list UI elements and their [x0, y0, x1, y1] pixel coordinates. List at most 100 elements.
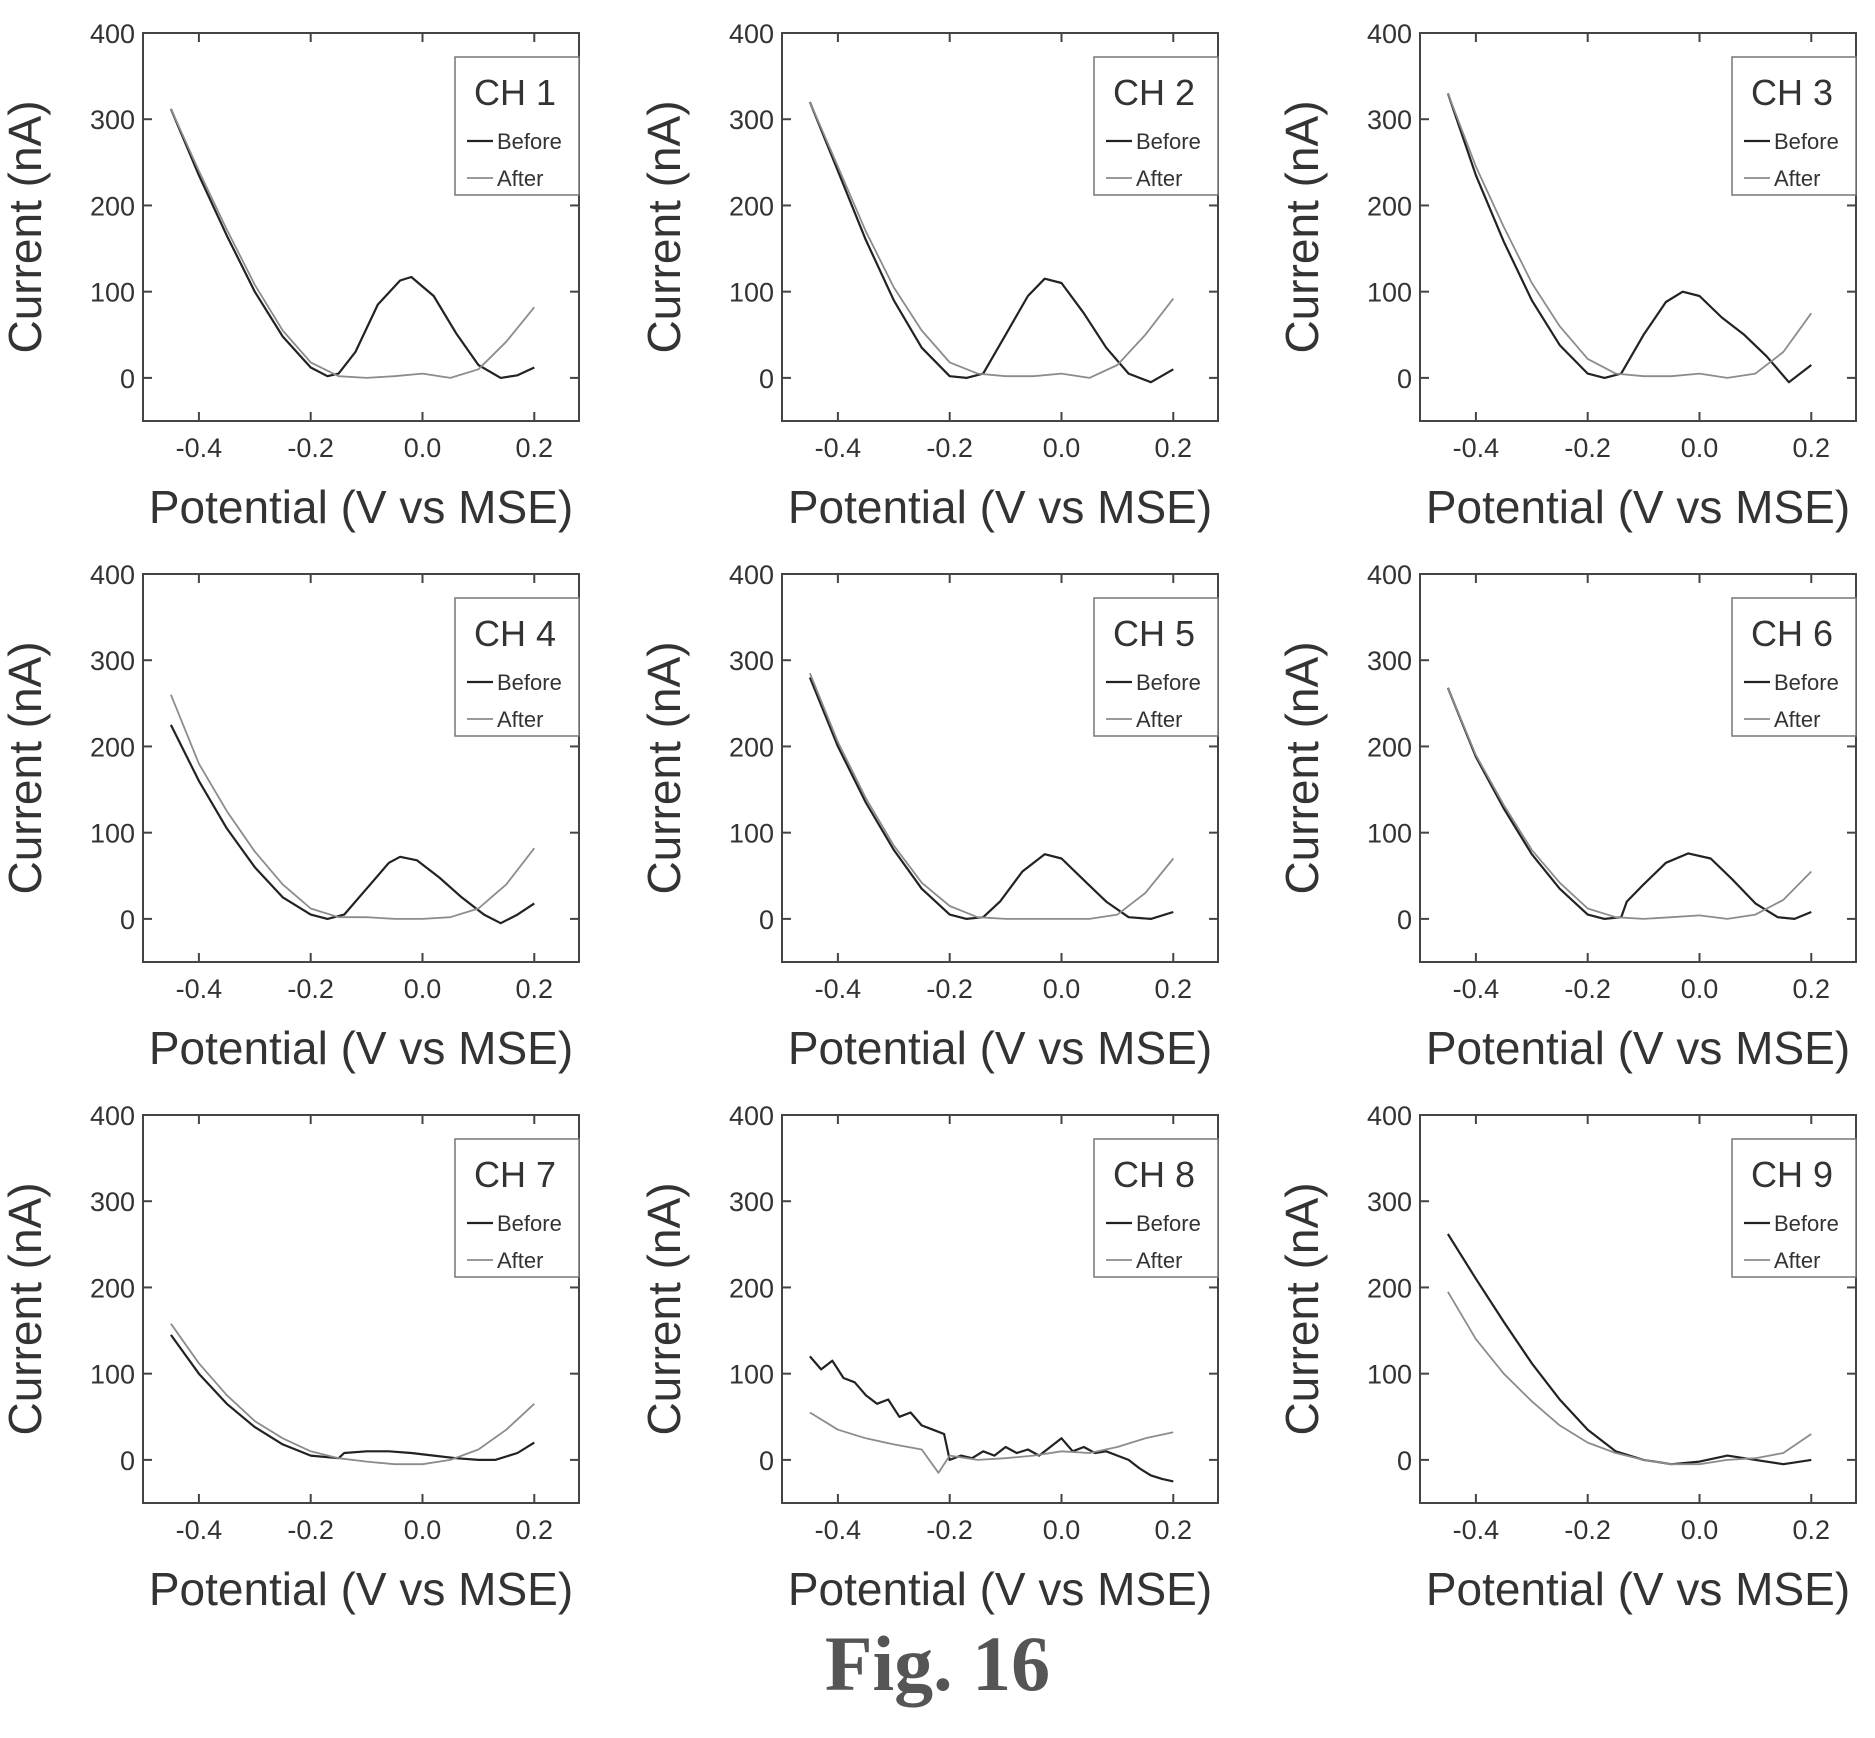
x-tick-label: 0.2 — [1155, 974, 1193, 1004]
y-tick-label: 100 — [1367, 1360, 1412, 1390]
y-tick-label: 400 — [729, 1101, 774, 1131]
series-line-after — [1447, 93, 1813, 379]
legend-title: CH 6 — [1751, 613, 1833, 654]
y-tick-label: 300 — [729, 1187, 774, 1217]
plot-frame — [142, 32, 580, 422]
x-tick-label: -0.4 — [176, 433, 223, 463]
legend-label-after: After — [497, 1248, 543, 1273]
chart-panel-9: 0 100 200 300 400 -0.4 -0.2 0.0 0.2 Potential (V … — [1276, 1101, 1857, 1615]
y-axis-label: Current (nA) — [0, 100, 51, 353]
chart-panel-3: 0 100 200 300 400 -0.4 -0.2 0.0 0.2 Potential (V … — [1276, 19, 1857, 533]
y-tick-label: 300 — [1367, 1187, 1412, 1217]
legend-label-after: After — [1136, 707, 1182, 732]
chart-panel-2: 0 100 200 300 400 -0.4 -0.2 0.0 0.2 Potential (V … — [638, 19, 1219, 533]
y-tick-label: 300 — [1367, 646, 1412, 676]
figure-caption: Fig. 16 — [824, 1620, 1051, 1707]
legend-label-after: After — [497, 707, 543, 732]
y-axis-label: Current (nA) — [638, 641, 690, 894]
plot-frame — [1419, 573, 1857, 963]
y-axis-label: Current (nA) — [0, 641, 51, 894]
legend-label-after: After — [1774, 1248, 1820, 1273]
legend-title: CH 2 — [1113, 72, 1195, 113]
y-tick-label: 400 — [1367, 1101, 1412, 1131]
chart-panel-4: 0 100 200 300 400 -0.4 -0.2 0.0 0.2 Potential (V … — [0, 560, 580, 1074]
series-line-before — [808, 677, 1174, 921]
series-line-before — [169, 108, 535, 379]
x-tick-label: -0.2 — [926, 1515, 973, 1545]
y-tick-label: 200 — [729, 191, 774, 221]
x-axis-label: Potential (V vs MSE) — [788, 1563, 1212, 1615]
y-axis-label: Current (nA) — [638, 1182, 690, 1435]
legend-label-before: Before — [1774, 670, 1839, 695]
x-tick-label: -0.4 — [1453, 433, 1500, 463]
legend-box — [1731, 1138, 1857, 1278]
legend-box — [1093, 597, 1219, 737]
plot-frame — [781, 32, 1219, 422]
series-line-before — [1446, 93, 1812, 384]
y-axis-label: Current (nA) — [1276, 100, 1328, 353]
series-line-after — [170, 694, 536, 920]
x-tick-label: -0.2 — [1564, 974, 1611, 1004]
series-line-before — [1446, 687, 1812, 921]
legend-box — [1731, 56, 1857, 196]
x-axis-label: Potential (V vs MSE) — [1426, 481, 1850, 533]
legend-label-before: Before — [1774, 129, 1839, 154]
x-tick-label: -0.2 — [287, 974, 334, 1004]
series-line-after — [809, 672, 1174, 920]
y-tick-label: 0 — [120, 905, 135, 935]
legend-box — [1093, 1138, 1219, 1278]
y-tick-label: 300 — [729, 105, 774, 135]
x-tick-label: -0.4 — [176, 1515, 223, 1545]
x-tick-label: 0.2 — [1793, 433, 1831, 463]
y-tick-label: 0 — [759, 905, 774, 935]
x-tick-label: -0.2 — [926, 974, 973, 1004]
x-tick-label: 0.0 — [1681, 974, 1719, 1004]
y-tick-label: 0 — [759, 364, 774, 394]
plot-frame — [1419, 32, 1857, 422]
y-tick-label: 200 — [729, 732, 774, 762]
series-line-after — [809, 1411, 1174, 1474]
y-tick-label: 300 — [90, 646, 135, 676]
x-tick-label: 0.2 — [1793, 1515, 1831, 1545]
x-tick-label: -0.2 — [287, 1515, 334, 1545]
x-tick-label: -0.4 — [1453, 974, 1500, 1004]
series-line-before — [170, 1334, 535, 1462]
legend-box — [1093, 56, 1219, 196]
y-tick-label: 200 — [90, 191, 135, 221]
legend-label-before: Before — [1136, 129, 1201, 154]
x-tick-label: 0.2 — [516, 1515, 554, 1545]
chart-panel-5: 0 100 200 300 400 -0.4 -0.2 0.0 0.2 Potential (V … — [638, 560, 1219, 1074]
series-line-after — [170, 108, 535, 379]
y-tick-label: 100 — [1367, 819, 1412, 849]
x-tick-label: 0.0 — [404, 974, 442, 1004]
y-tick-label: 100 — [729, 1360, 774, 1390]
x-tick-label: 0.2 — [516, 433, 554, 463]
y-tick-label: 0 — [120, 1446, 135, 1476]
chart-panel-8: 0 100 200 300 400 -0.4 -0.2 0.0 0.2 Potential (V … — [638, 1101, 1219, 1615]
x-axis-label: Potential (V vs MSE) — [1426, 1022, 1850, 1074]
legend-label-after: After — [1774, 166, 1820, 191]
legend-title: CH 3 — [1751, 72, 1833, 113]
plot-frame — [142, 1114, 580, 1504]
y-tick-label: 100 — [729, 819, 774, 849]
y-tick-label: 300 — [1367, 105, 1412, 135]
x-tick-label: 0.0 — [404, 433, 442, 463]
legend-title: CH 8 — [1113, 1154, 1195, 1195]
x-tick-label: -0.2 — [1564, 1515, 1611, 1545]
x-tick-label: 0.0 — [404, 1515, 442, 1545]
chart-panel-1: 0 100 200 300 400 -0.4 -0.2 0.0 0.2 Potential (V … — [0, 19, 580, 533]
y-tick-label: 200 — [1367, 732, 1412, 762]
plot-frame — [781, 1114, 1219, 1504]
y-tick-label: 100 — [1367, 278, 1412, 308]
y-tick-label: 0 — [759, 1446, 774, 1476]
y-tick-label: 200 — [90, 732, 135, 762]
y-tick-label: 300 — [90, 105, 135, 135]
legend-label-before: Before — [497, 129, 562, 154]
series-line-after — [1447, 1291, 1812, 1466]
legend-title: CH 1 — [474, 72, 556, 113]
y-axis-label: Current (nA) — [1276, 641, 1328, 894]
x-tick-label: 0.0 — [1043, 433, 1081, 463]
y-tick-label: 400 — [90, 560, 135, 590]
x-tick-label: 0.2 — [1155, 433, 1193, 463]
